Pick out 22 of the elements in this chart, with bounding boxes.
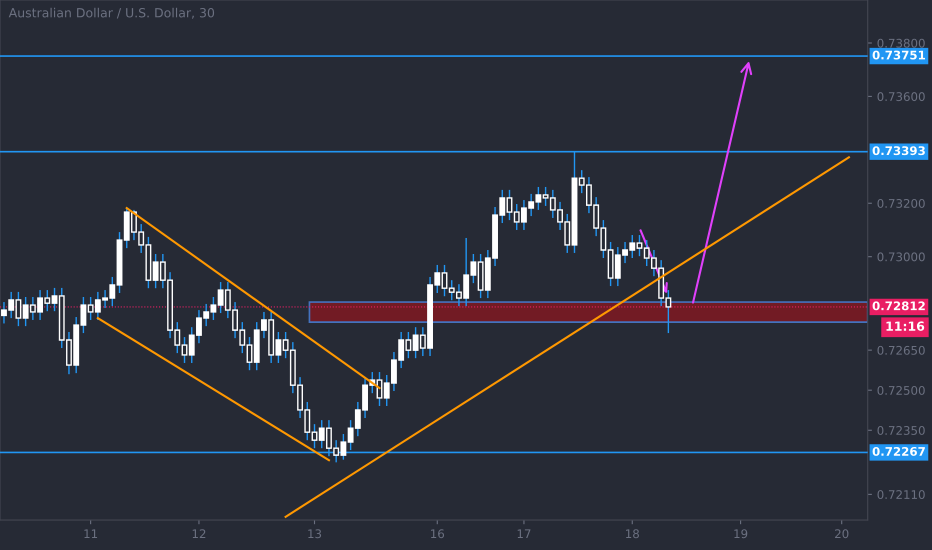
x-tick-label: 12: [192, 529, 206, 538]
y-tick-label: 0.73600: [878, 92, 925, 102]
y-tick-label: 0.73200: [878, 198, 925, 208]
x-tick-label: 17: [518, 529, 530, 538]
ref-line-label: 0.72267: [872, 446, 925, 456]
x-tick-label: 18: [626, 529, 639, 538]
y-tick-label: 0.73000: [878, 252, 925, 262]
x-tick-label: 16: [431, 529, 444, 538]
y-tick-label: 0.72500: [878, 386, 925, 395]
ref-line-label: 0.73751: [872, 50, 925, 60]
y-tick-label: 0.72650: [878, 346, 925, 355]
ref-line-label: 0.72812: [872, 301, 925, 310]
y-tick-label: 0.72110: [878, 490, 925, 500]
x-tick-label: 13: [308, 529, 322, 538]
text: Australian Dollar / U.S. Dollar, 30: [8, 8, 214, 19]
ref-line-label: 0.73393: [872, 146, 925, 156]
x-tick-label: 11: [84, 529, 98, 538]
x-tick-label: 20: [835, 529, 848, 538]
x-tick-label: 19: [734, 529, 748, 538]
y-tick-label: 0.72350: [878, 426, 925, 435]
text: 11:16: [886, 321, 924, 331]
y-tick-label: 0.73800: [878, 38, 925, 48]
